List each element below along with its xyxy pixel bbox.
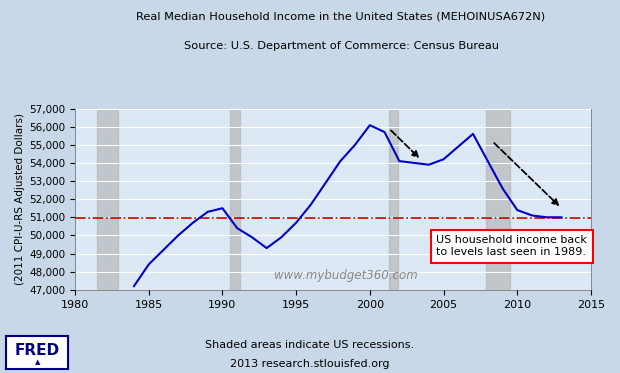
Text: 2013 research.stlouisfed.org: 2013 research.stlouisfed.org bbox=[230, 359, 390, 369]
Text: Source: U.S. Department of Commerce: Census Bureau: Source: U.S. Department of Commerce: Cen… bbox=[184, 41, 498, 51]
Bar bbox=[230, 109, 240, 290]
Text: www.mybudget360.com: www.mybudget360.com bbox=[274, 269, 418, 282]
Text: ▲: ▲ bbox=[35, 359, 40, 365]
Bar bbox=[486, 109, 510, 290]
Text: FRED: FRED bbox=[15, 343, 60, 358]
Bar bbox=[97, 109, 118, 290]
Bar bbox=[389, 109, 398, 290]
Text: US household income back
to levels last seen in 1989.: US household income back to levels last … bbox=[436, 235, 587, 257]
Text: Shaded areas indicate US recessions.: Shaded areas indicate US recessions. bbox=[205, 340, 415, 350]
Y-axis label: (2011 CPI-U-RS Adjusted Dollars): (2011 CPI-U-RS Adjusted Dollars) bbox=[15, 113, 25, 285]
Text: Real Median Household Income in the United States (MEHOINUSA672N): Real Median Household Income in the Unit… bbox=[136, 11, 546, 21]
